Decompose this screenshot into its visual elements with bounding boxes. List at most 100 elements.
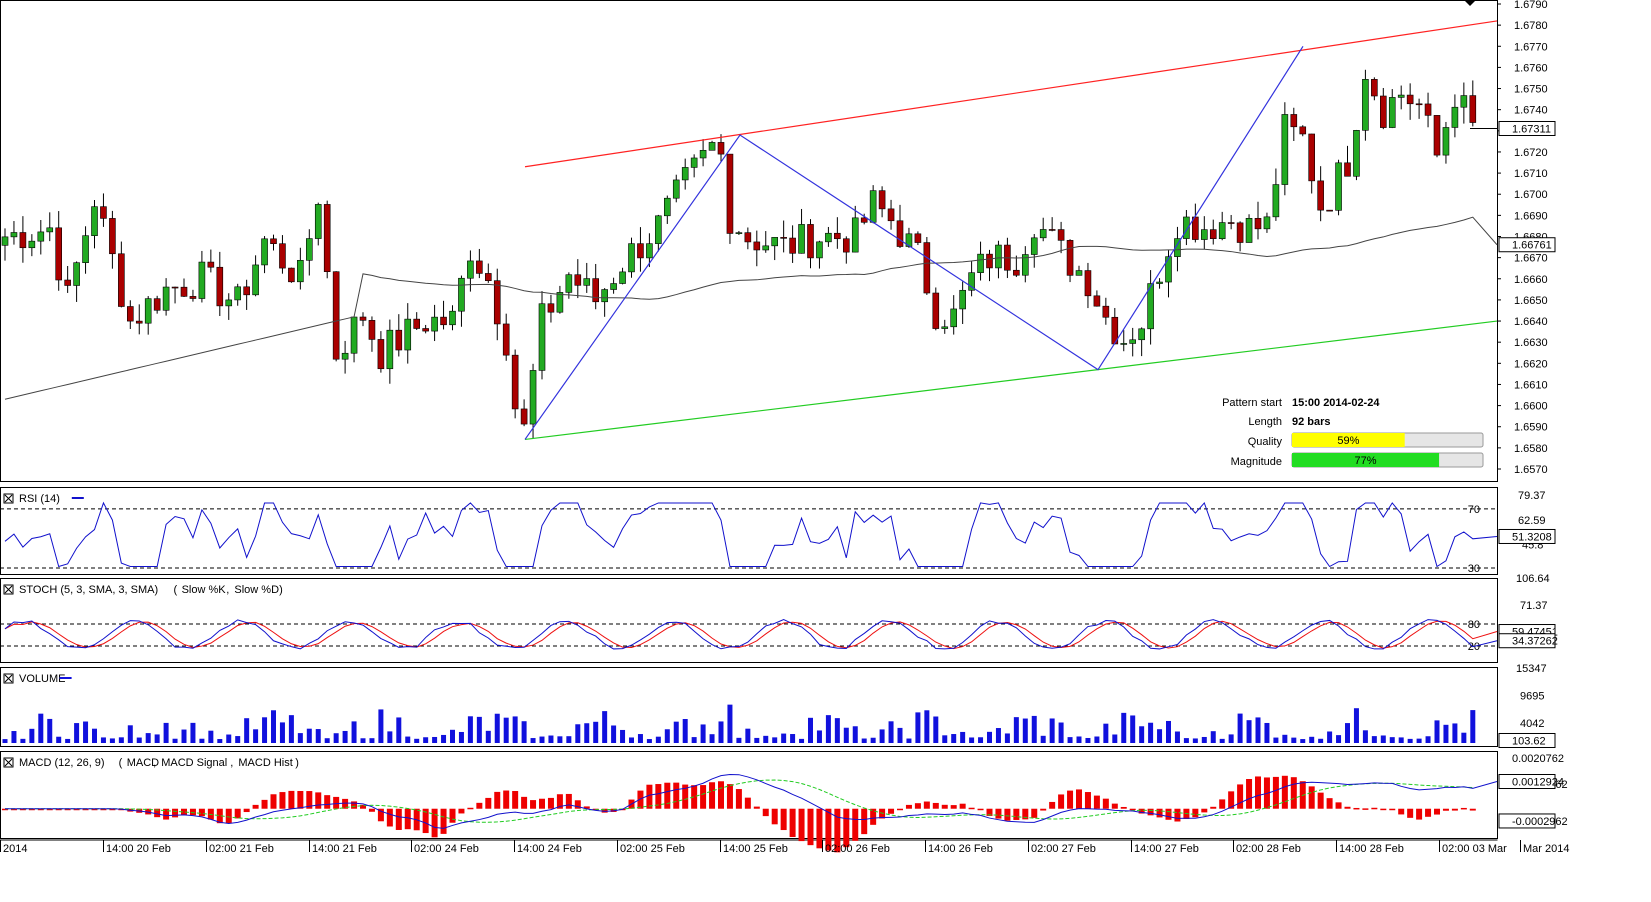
candle xyxy=(941,319,949,334)
macd-hist-bar xyxy=(1326,798,1333,809)
candle xyxy=(449,305,456,331)
macd-hist-bar xyxy=(109,808,116,811)
ma-value-label: 1.66761 xyxy=(1498,237,1556,253)
volume-bar xyxy=(226,734,232,743)
macd-hist-bar xyxy=(1407,808,1414,818)
macd-hist-bar xyxy=(1058,794,1065,809)
volume-bar xyxy=(637,734,643,743)
macd-hist-current-label-text: -0.0002962 xyxy=(1512,816,1568,828)
price-tick-label: 1.6780 xyxy=(1514,20,1548,32)
stoch-title-part: Slow %D xyxy=(234,584,279,596)
macd-hist-bar xyxy=(861,808,868,835)
volume-bar xyxy=(342,730,348,743)
price-tick-label: 1.6660 xyxy=(1514,274,1548,286)
candle-body xyxy=(717,142,725,155)
macd-hist-bar xyxy=(1111,803,1118,809)
macd-line xyxy=(5,773,1498,829)
stoch-title-part: Slow %K xyxy=(182,584,227,596)
macd-hist-bar xyxy=(333,796,340,809)
volume-bar xyxy=(861,738,867,743)
candle-body xyxy=(73,262,80,286)
candle-body xyxy=(968,272,975,291)
candle-body xyxy=(1174,238,1181,257)
volume-current-label-text: 103.62 xyxy=(1512,735,1546,747)
macd-hist-bar xyxy=(1013,808,1020,820)
candle-body xyxy=(798,224,805,254)
candle xyxy=(1424,92,1432,128)
candle xyxy=(73,261,80,302)
candle xyxy=(1362,69,1369,141)
candle-body xyxy=(547,303,555,313)
price-tick-label: 1.6700 xyxy=(1514,189,1548,201)
candle-body xyxy=(878,190,886,210)
volume-bar xyxy=(655,736,661,743)
candle xyxy=(1254,201,1262,240)
macd-hist-bar xyxy=(735,789,742,809)
macd-title-part: MACD Signal xyxy=(161,757,227,769)
candle-body xyxy=(1451,106,1459,128)
macd-hist-bar xyxy=(816,808,823,849)
stoch-title-part: , xyxy=(226,584,229,596)
candle-body xyxy=(753,241,761,251)
macd-hist-bar xyxy=(905,804,912,809)
candle xyxy=(440,300,447,330)
macd-signal-line xyxy=(5,779,1473,823)
candle-body xyxy=(896,220,904,247)
candle-body xyxy=(1084,270,1092,297)
candle-body xyxy=(1254,217,1262,230)
volume-bar xyxy=(360,738,366,743)
candle-body xyxy=(493,280,501,325)
macd-hist-bar xyxy=(1317,792,1324,809)
candle-body xyxy=(1021,254,1029,276)
candle xyxy=(162,278,170,316)
price-tick-label: 1.6750 xyxy=(1514,84,1548,96)
macd-hist-bar xyxy=(431,808,438,838)
candle-body xyxy=(270,238,277,244)
volume-bar xyxy=(1380,735,1386,743)
candle-body xyxy=(1129,339,1136,344)
price-tick-label: 1.6670 xyxy=(1514,253,1548,265)
candle xyxy=(1460,82,1468,124)
candle xyxy=(574,259,582,299)
volume-bar xyxy=(127,725,133,743)
candle xyxy=(305,229,313,276)
macd-hist-bar xyxy=(1076,789,1082,809)
candle xyxy=(198,250,206,303)
macd-hist-bar xyxy=(1040,808,1047,811)
candle-body xyxy=(1424,103,1432,116)
candle xyxy=(1021,246,1029,283)
candle-body xyxy=(565,274,573,293)
macd-hist-bar xyxy=(1434,808,1440,815)
candle xyxy=(1013,255,1020,278)
candle-body xyxy=(422,328,429,332)
candle xyxy=(234,283,241,306)
macd-hist-bar xyxy=(834,808,841,853)
candle-body xyxy=(1290,114,1298,128)
volume-bar xyxy=(1192,738,1198,743)
candle-body xyxy=(1039,229,1047,239)
macd-title-part: ) xyxy=(295,757,299,769)
volume-bar xyxy=(1389,737,1395,743)
pattern-start-label: Pattern start xyxy=(1222,397,1282,409)
candle xyxy=(816,240,823,269)
candle-body xyxy=(1353,130,1360,177)
macd-hist-bar xyxy=(1022,808,1029,820)
volume-bar xyxy=(11,731,17,743)
candle-body xyxy=(610,283,617,290)
volume-bar xyxy=(1300,739,1306,743)
candle-body xyxy=(1442,127,1450,156)
price-tick-label: 1.6630 xyxy=(1514,337,1548,349)
candle xyxy=(1380,87,1387,130)
macd-hist-bar xyxy=(1201,808,1208,813)
candle xyxy=(583,262,591,293)
candle-body xyxy=(46,227,54,233)
macd-hist-bar xyxy=(1084,792,1091,809)
candle-body xyxy=(1326,209,1333,212)
macd-hist-bar xyxy=(1290,777,1297,809)
rsi-level-30: 30 xyxy=(1468,563,1480,575)
candle xyxy=(753,230,761,267)
volume-bar xyxy=(1103,723,1109,743)
zigzag-line xyxy=(524,45,1304,440)
candle-body xyxy=(234,286,241,301)
candle xyxy=(243,279,250,310)
